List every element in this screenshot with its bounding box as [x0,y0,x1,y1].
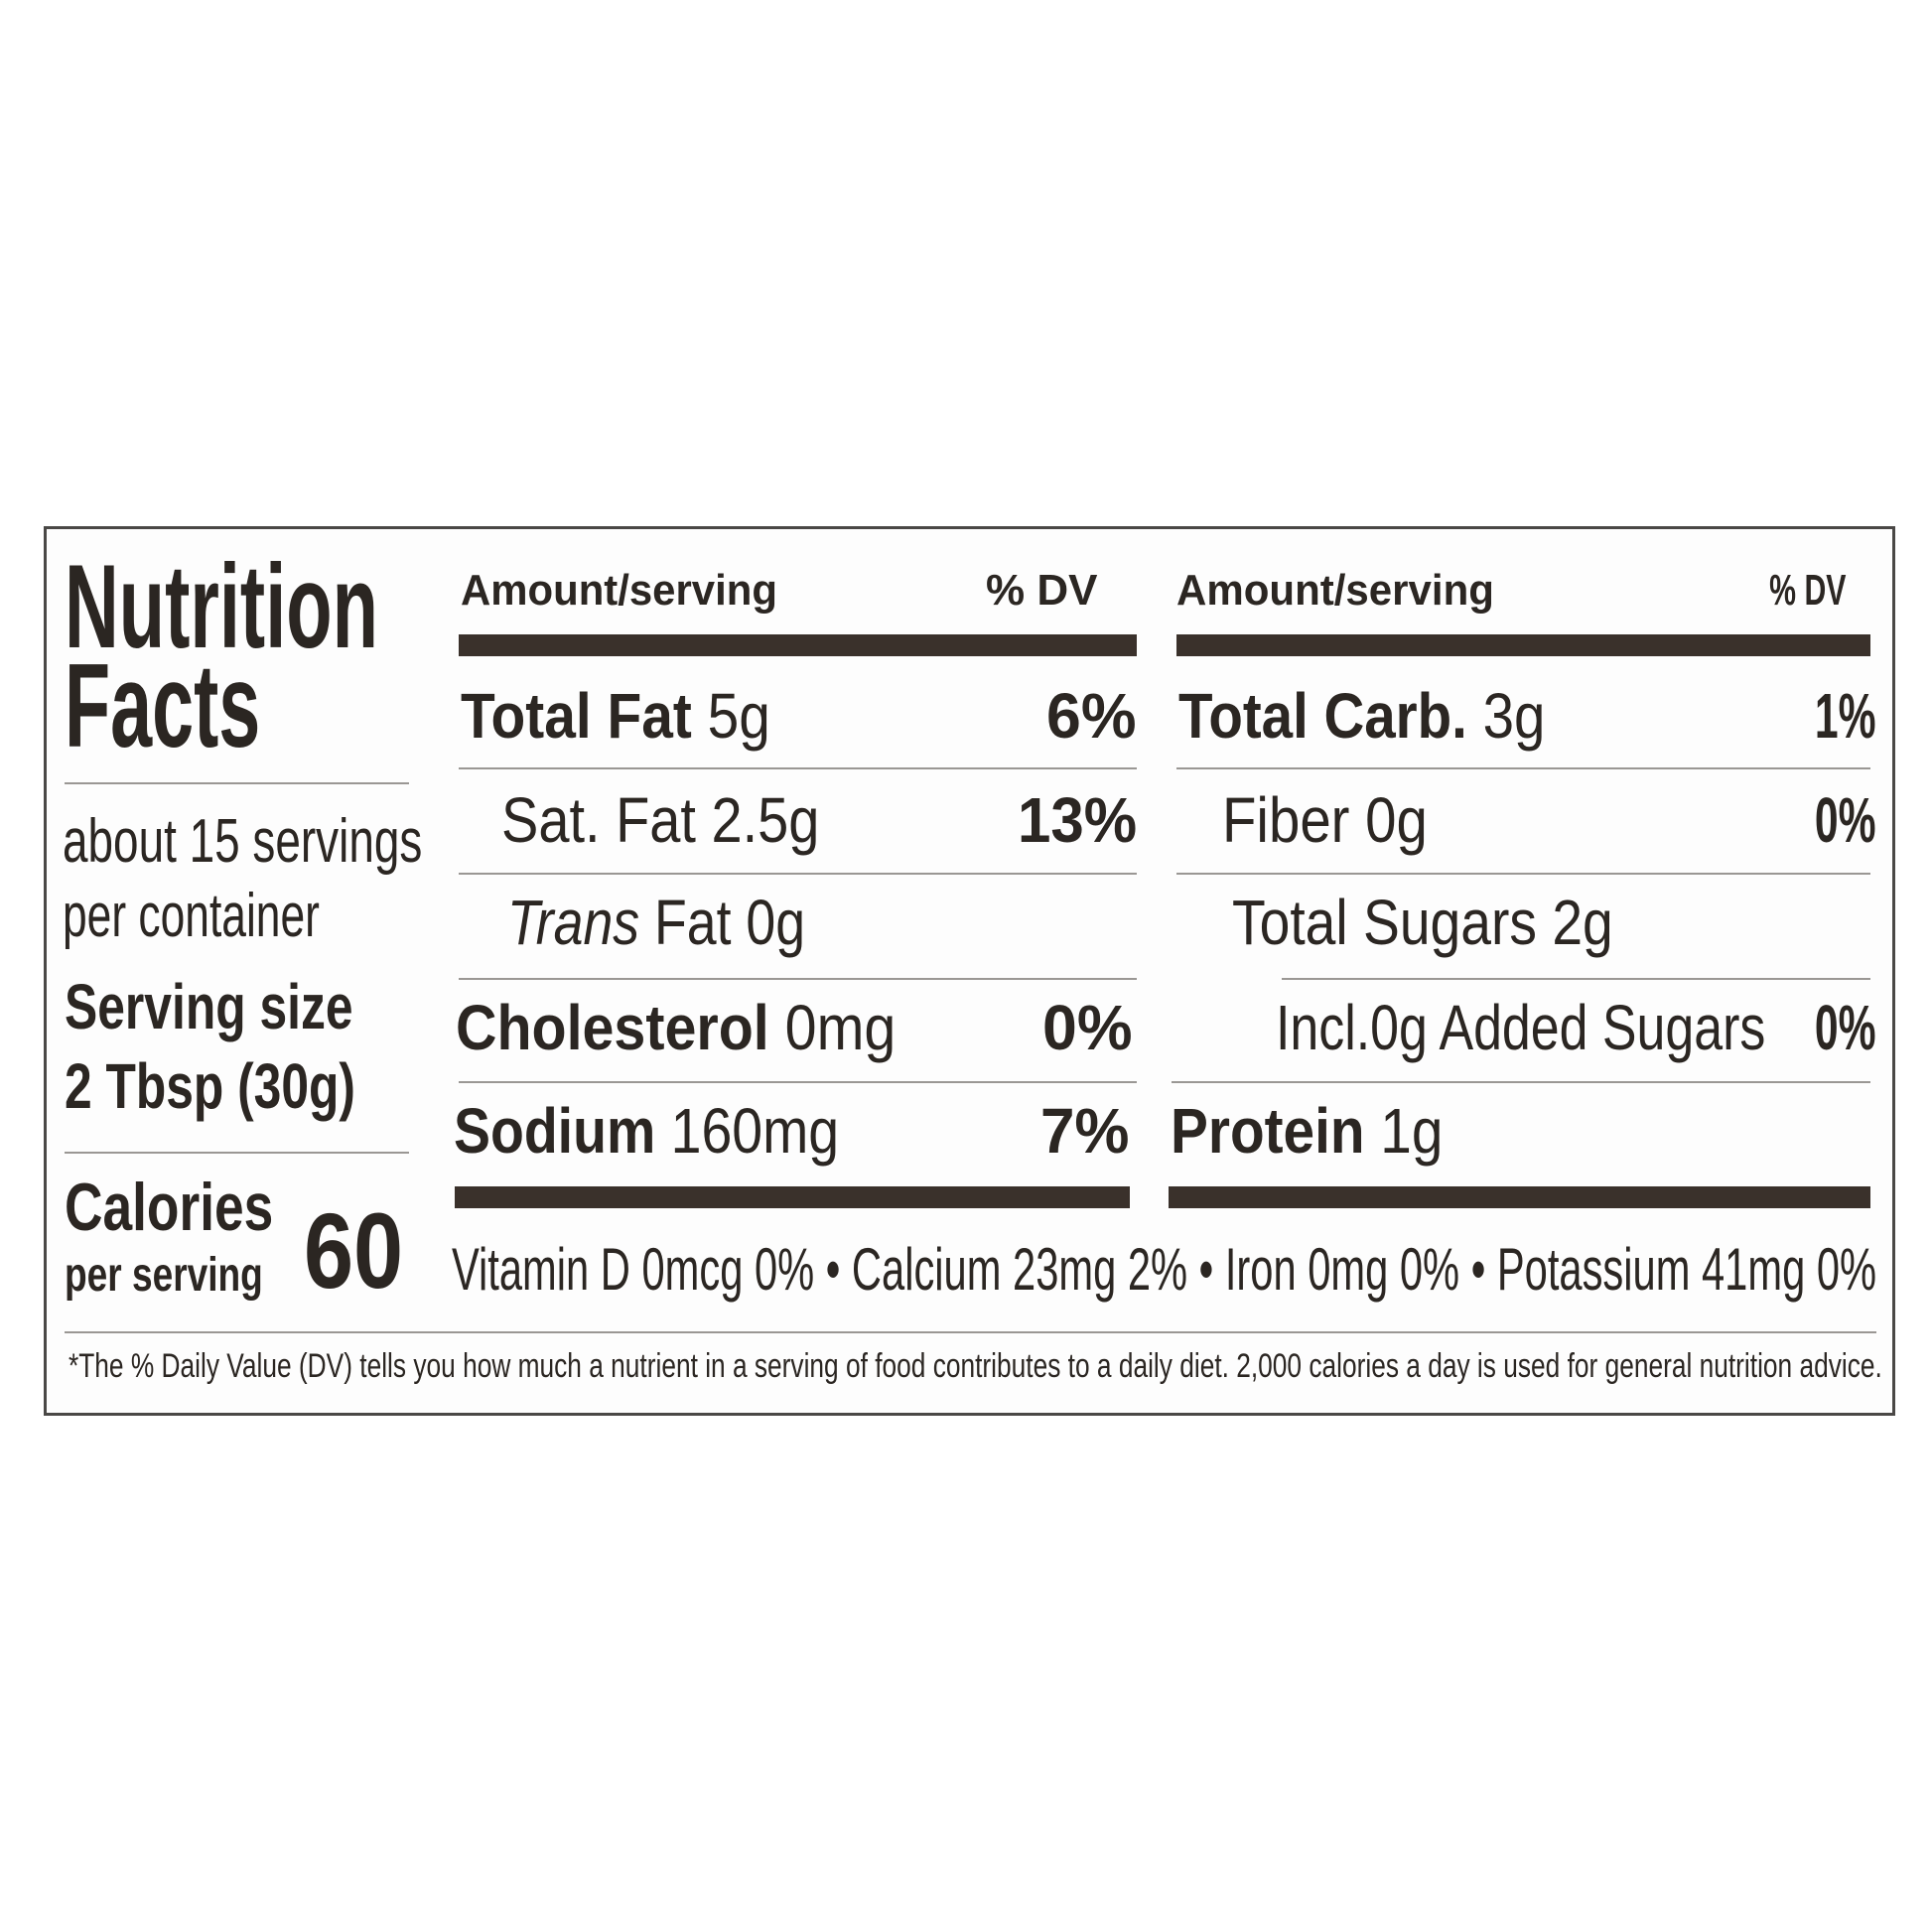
dv-header: % DV [986,566,1098,615]
serving-size-label: Serving size [65,971,353,1042]
nutrient-amount: 5g [707,680,770,752]
dv-total-carb: 1% [1814,680,1876,752]
title-line-1: Nutrition [65,540,378,673]
nutrient-amount: 0g [1365,784,1428,856]
row-rule [459,767,1137,769]
nutrient-name: Total Carb. [1178,680,1467,752]
dv-header-2: % DV [1769,566,1847,615]
row-rule [1176,767,1870,769]
row-sodium: Sodium 160mg [454,1093,839,1169]
row-rule [1282,978,1870,980]
nutrient-name-rest: Fat [654,887,732,958]
row-trans-fat: Trans Fat 0g [507,885,805,960]
nutrient-name: Total Fat [461,680,692,752]
nutrient-amount: 2.5g [711,784,820,856]
amount-serving-header: Amount/serving [461,566,777,615]
row-total-sugars: Total Sugars 2g [1232,885,1613,960]
thick-bar [455,1186,1130,1208]
nutrient-amount: 2g [1552,887,1613,958]
row-fiber: Fiber 0g [1222,782,1428,858]
nutrient-name: Sat. Fat [501,784,696,856]
thick-bar [1169,1186,1870,1208]
dv-total-fat: 6% [1045,680,1137,752]
nutrient-amount: 160mg [670,1095,840,1167]
thick-bar [459,634,1137,656]
divider [65,1152,409,1154]
nutrient-name: Protein [1171,1095,1365,1167]
row-total-fat: Total Fat 5g [461,678,770,754]
nutrition-facts-label [44,526,1895,1416]
dv-cholesterol: 0% [1041,992,1133,1063]
calories-label: Calories [65,1170,274,1245]
dv-added-sugars: 0% [1814,992,1876,1063]
row-rule [459,873,1137,875]
row-protein: Protein 1g [1171,1093,1443,1169]
servings-per-container: about 15 servings [63,807,423,876]
nutrient-name: Trans [507,887,640,958]
nutrient-amount: 0mg [784,992,897,1063]
dv-fiber: 0% [1814,784,1876,856]
row-rule [459,1081,1137,1083]
nutrient-name: Cholesterol [456,992,769,1063]
servings-per-container-2: per container [63,882,320,950]
vitamins-minerals: Vitamin D 0mcg 0% • Calcium 23mg 2% • Ir… [452,1236,1877,1303]
nutrient-name: Total Sugars [1232,887,1537,958]
nutrient-name: Fiber [1222,784,1350,856]
row-sat-fat: Sat. Fat 2.5g [501,782,819,858]
dv-sodium: 7% [1039,1095,1130,1167]
footnote-divider [65,1331,1876,1333]
title-line-2: Facts [65,639,261,772]
amount-serving-header-2: Amount/serving [1176,566,1494,615]
nutrient-name: Sodium [454,1095,656,1167]
row-added-sugars: Incl.0g Added Sugars [1276,992,1766,1063]
row-cholesterol: Cholesterol 0mg [456,990,896,1065]
calories-sublabel: per serving [65,1249,263,1302]
serving-size-value: 2 Tbsp (30g) [65,1050,355,1122]
row-rule [459,978,1137,980]
row-total-carb: Total Carb. 3g [1178,678,1545,754]
footnote: *The % Daily Value (DV) tells you how mu… [69,1347,1882,1385]
calories-value: 60 [304,1190,404,1311]
dv-sat-fat: 13% [1018,784,1138,856]
nutrient-amount: 3g [1482,680,1546,752]
divider [65,782,409,784]
thick-bar [1176,634,1870,656]
nutrient-amount: 1g [1380,1095,1444,1167]
row-rule [1172,1081,1870,1083]
nutrient-amount: 0g [746,887,806,958]
row-rule [1176,873,1870,875]
